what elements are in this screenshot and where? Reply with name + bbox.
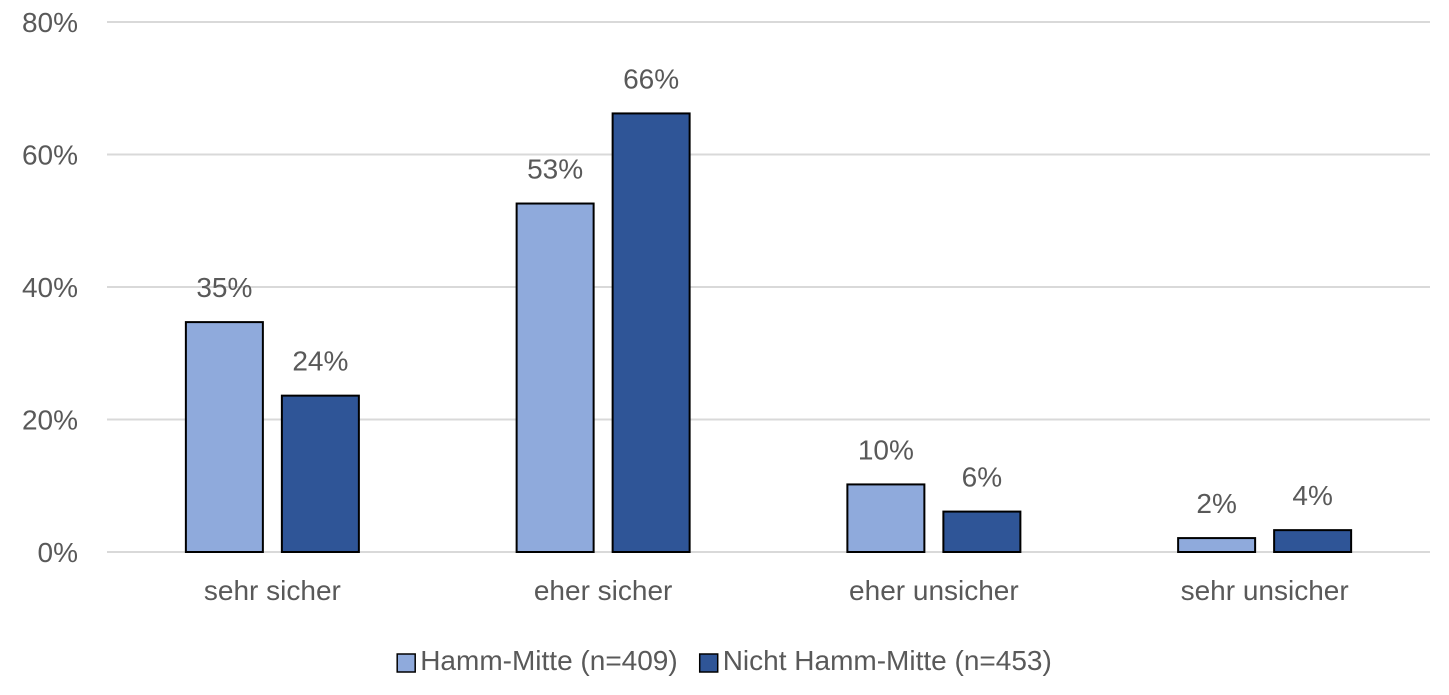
bar-nicht-hamm-mitte (942, 510, 1022, 553)
y-tick-label: 60% (22, 140, 78, 171)
y-tick-label: 0% (38, 537, 78, 568)
y-tick-label: 20% (22, 405, 78, 436)
legend-swatch (396, 653, 416, 673)
category-label: sehr unsicher (1181, 575, 1349, 606)
bar-hamm-mitte (515, 202, 595, 553)
legend: Hamm-Mitte (n=409) Nicht Hamm-Mitte (n=45… (396, 645, 1052, 676)
data-label: 10% (858, 434, 914, 465)
category-label: eher sicher (534, 575, 673, 606)
legend-label: Hamm-Mitte (n=409) (420, 645, 678, 676)
y-tick-label: 80% (22, 7, 78, 38)
bars (184, 112, 1353, 554)
bar-hamm-mitte (846, 483, 926, 553)
bar-hamm-mitte (184, 321, 264, 553)
data-label: 35% (196, 272, 252, 303)
category-label: eher unsicher (849, 575, 1019, 606)
bar-nicht-hamm-mitte (611, 112, 691, 554)
category-label: sehr sicher (204, 575, 341, 606)
data-label: 66% (623, 63, 679, 94)
y-axis-tick-labels: 0% 20% 40% 60% 80% (22, 7, 78, 568)
data-label: 4% (1292, 480, 1332, 511)
bar-nicht-hamm-mitte (1273, 529, 1353, 554)
legend-item: Nicht Hamm-Mitte (n=453) (698, 645, 1052, 676)
legend-swatch (698, 653, 719, 673)
legend-item: Hamm-Mitte (n=409) (396, 645, 678, 676)
y-tick-label: 40% (22, 272, 78, 303)
data-label: 2% (1196, 488, 1236, 519)
data-label: 6% (962, 462, 1002, 493)
data-label: 53% (527, 154, 583, 185)
x-axis-category-labels: sehr sicher eher sicher eher unsicher sehr … (204, 575, 1349, 606)
bar-nicht-hamm-mitte (280, 394, 360, 553)
bar-hamm-mitte (1177, 537, 1257, 554)
data-labels: 35% 24% 53% 66% 10% 6% 2% 4% (196, 63, 1333, 519)
legend-label: Nicht Hamm-Mitte (n=453) (723, 645, 1052, 676)
data-label: 24% (292, 346, 348, 377)
